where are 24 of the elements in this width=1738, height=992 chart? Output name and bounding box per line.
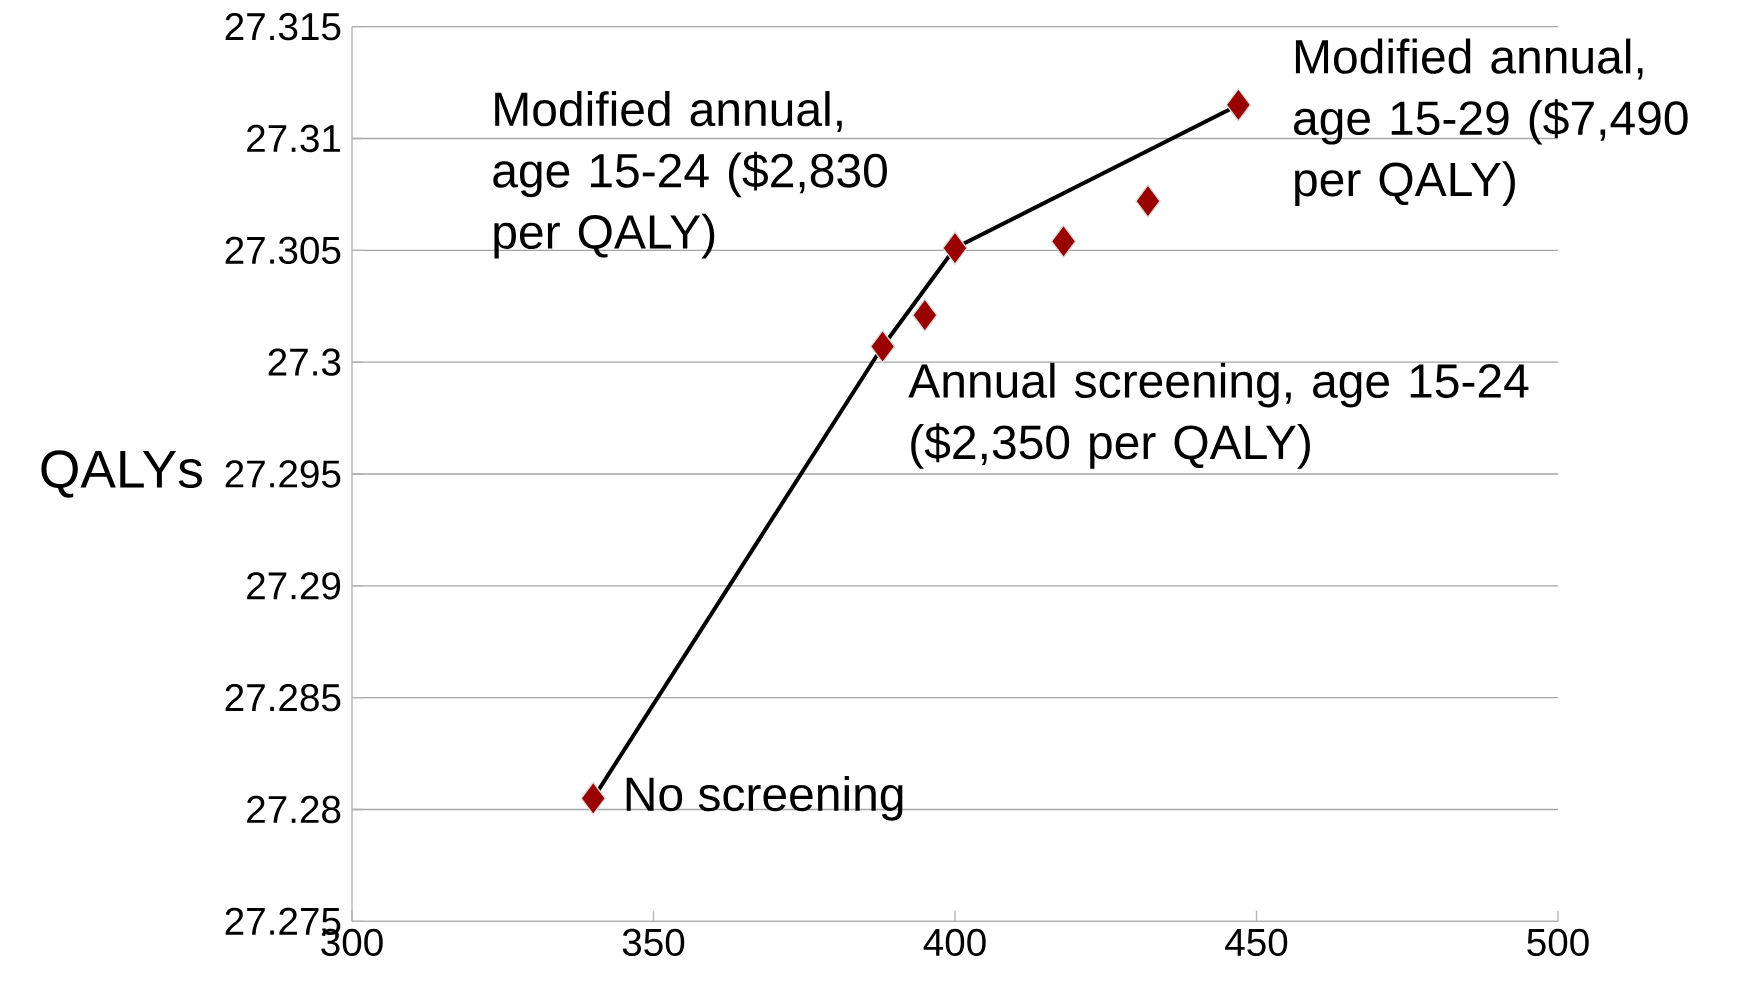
y-tick-label: 27.3 <box>268 348 341 376</box>
y-tick-label: 27.29 <box>247 572 341 600</box>
point <box>912 298 938 332</box>
y-tick-label: 27.31 <box>247 124 341 153</box>
y-tick-label: 27.28 <box>247 795 341 824</box>
y-tick-label: 27.285 <box>225 683 341 712</box>
y-axis-title: QALYs <box>41 450 202 498</box>
annotation: Modified annual, age 15-29 ($7,490 per QALY) <box>1294 38 1688 206</box>
y-tick-label: 27.295 <box>225 460 341 488</box>
annotation: Modified annual, age 15-24 ($2,830 per QALY) <box>493 91 887 259</box>
x-tick-label: 400 <box>923 928 986 957</box>
annotation: Annual screening, age 15-24 ($2,350 per QALY) <box>908 362 1529 469</box>
point <box>1225 88 1252 122</box>
point <box>580 781 606 815</box>
x-tick-label: 450 <box>1225 928 1288 957</box>
point <box>942 231 968 265</box>
x-tick-label: 350 <box>622 928 685 957</box>
point <box>1135 184 1161 218</box>
annotation: No screening <box>626 775 903 821</box>
y-tick-label: 27.315 <box>225 12 341 41</box>
x-tick-label: 500 <box>1527 928 1589 957</box>
point <box>869 329 896 364</box>
y-tick-label: 27.305 <box>225 236 341 265</box>
point <box>1050 224 1077 259</box>
